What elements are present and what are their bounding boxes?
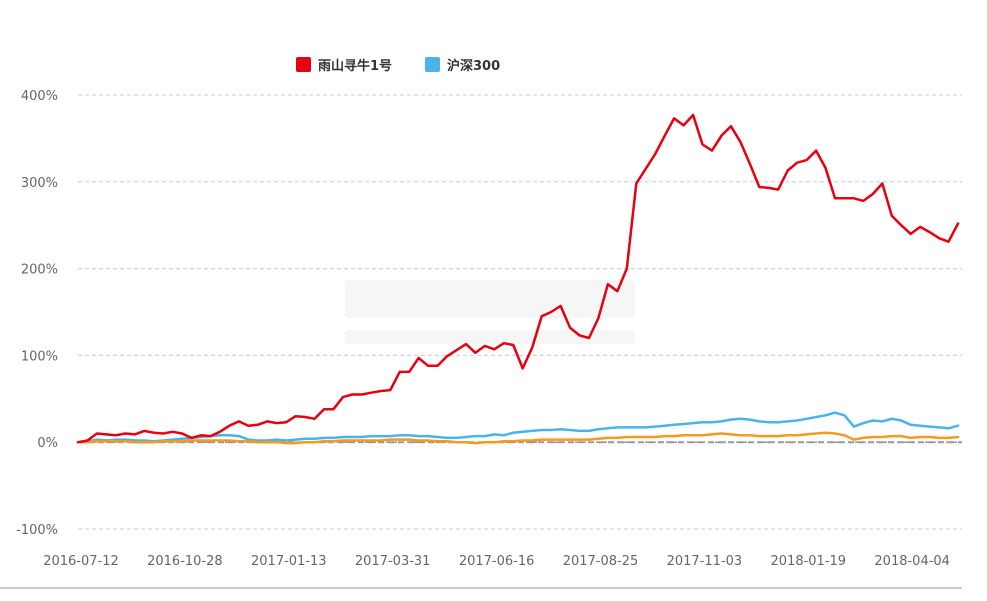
series-line-orange xyxy=(76,431,960,445)
y-tick-label: 0% xyxy=(37,436,58,451)
watermark-block-0 xyxy=(345,280,635,318)
x-tick-label: 2017-03-31 xyxy=(355,554,431,569)
legend-label-blue: 沪深300 xyxy=(447,58,500,74)
series-line-blue xyxy=(76,411,960,444)
watermark-block-1 xyxy=(345,330,635,344)
x-tick-label: 2018-04-04 xyxy=(874,554,950,569)
y-tick-label: -100% xyxy=(16,523,58,538)
legend-swatch-red xyxy=(296,57,311,72)
grid-lines xyxy=(78,94,962,530)
x-tick-label: 2016-10-28 xyxy=(147,554,223,569)
x-tick-label: 2018-01-19 xyxy=(771,554,847,569)
x-tick-label: 2017-06-16 xyxy=(459,554,535,569)
series-layer xyxy=(76,113,962,445)
legend: 雨山寻牛1号 沪深300 xyxy=(296,57,500,74)
y-tick-label: 400% xyxy=(21,89,58,104)
legend-label-red: 雨山寻牛1号 xyxy=(318,58,392,74)
x-tick-label: 2017-11-03 xyxy=(667,554,743,569)
y-tick-label: 200% xyxy=(21,263,58,278)
x-tick-label: 2016-07-12 xyxy=(43,554,119,569)
x-axis-tick-labels: 2016-07-12 2016-10-28 2017-01-13 2017-03-31… xyxy=(43,554,950,569)
legend-item-blue-series[interactable]: 沪深300 xyxy=(425,57,500,74)
y-axis-tick-labels: -100% 0% 100% 200% 300% 400% xyxy=(16,89,58,538)
x-tick-label: 2017-08-25 xyxy=(563,554,639,569)
legend-swatch-blue xyxy=(425,57,440,72)
legend-item-red-series[interactable]: 雨山寻牛1号 xyxy=(296,57,392,74)
y-tick-label: 100% xyxy=(21,349,58,364)
x-tick-label: 2017-01-13 xyxy=(251,554,327,569)
series-line-red xyxy=(76,113,960,444)
y-tick-label: 300% xyxy=(21,176,58,191)
